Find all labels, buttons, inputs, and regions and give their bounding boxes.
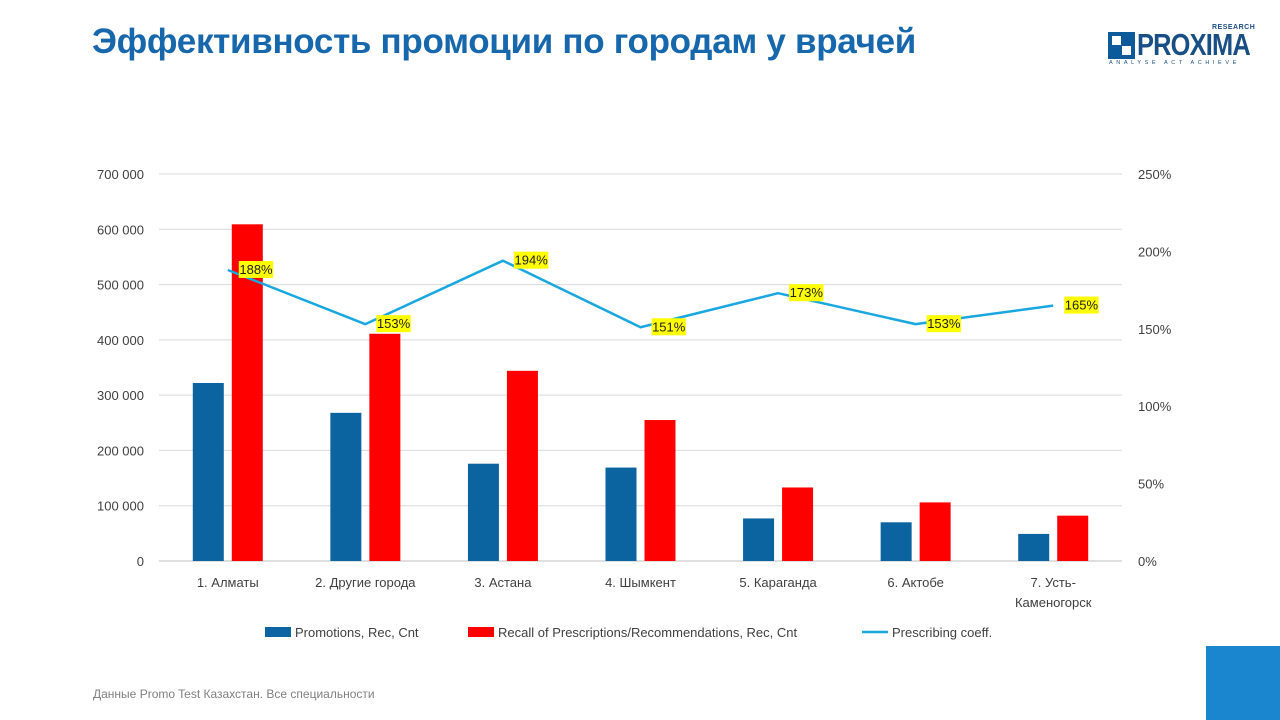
data-label-bg — [651, 318, 686, 336]
footer-note: Данные Promo Test Казахстан. Все специал… — [93, 687, 375, 701]
y-right-tick-label: 100% — [1138, 399, 1172, 414]
bar-recall — [782, 487, 814, 561]
data-label-bg — [1064, 296, 1099, 314]
proxima-logo: PROXIMA RESEARCH ANALYSE ACT ACHIEVE — [1108, 24, 1258, 70]
data-label: 151% — [652, 319, 686, 334]
y-left-tick-label: 100 000 — [97, 499, 144, 514]
y-left-tick-label: 400 000 — [97, 333, 144, 348]
bar-promotions — [192, 382, 224, 561]
data-label-bg — [789, 284, 824, 302]
x-category-label: 3. Астана — [474, 575, 532, 590]
x-category-label: 2. Другие города — [315, 575, 416, 590]
bar-recall — [369, 333, 401, 561]
y-right-tick-label: 50% — [1138, 477, 1164, 492]
legend-label: Promotions, Rec, Cnt — [295, 625, 419, 640]
y-left-tick-label: 200 000 — [97, 443, 144, 458]
y-right-tick-label: 150% — [1138, 322, 1172, 337]
y-right-tick-label: 0% — [1138, 554, 1157, 569]
data-label: 153% — [927, 316, 961, 331]
data-label: 173% — [790, 285, 824, 300]
data-label-bg — [238, 260, 274, 278]
x-category-label: Каменогорск — [1015, 595, 1092, 610]
y-left-tick-label: 600 000 — [97, 222, 144, 237]
bar-promotions — [605, 467, 637, 561]
data-label: 165% — [1065, 298, 1099, 313]
y-right-tick-label: 200% — [1138, 244, 1172, 259]
page-title: Эффективность промоции по городам у врач… — [92, 22, 916, 61]
prescribing-coeff-line — [227, 259, 1054, 329]
x-category-label: 6. Актобе — [887, 575, 944, 590]
legend-swatch — [265, 627, 291, 637]
x-category-label: 5. Караганда — [739, 575, 817, 590]
y-left-tick-label: 0 — [137, 554, 144, 569]
data-label: 188% — [239, 262, 273, 277]
x-category-label: 4. Шымкент — [605, 575, 676, 590]
legend-label: Prescribing coeff. — [892, 625, 992, 640]
data-label-bg — [376, 315, 411, 333]
legend-label: Recall of Prescriptions/Recommendations,… — [498, 625, 798, 640]
bar-recall — [506, 370, 538, 561]
data-label-bg — [926, 315, 962, 333]
bar-promotions — [1018, 533, 1050, 561]
bar-promotions — [743, 518, 775, 561]
logo-mark-icon — [1108, 32, 1135, 59]
corner-accent — [1206, 646, 1280, 720]
y-right-tick-label: 250% — [1138, 167, 1172, 182]
logo-research: RESEARCH — [1212, 24, 1256, 31]
legend-swatch — [468, 627, 494, 637]
bar-recall — [919, 502, 951, 561]
y-left-tick-label: 500 000 — [97, 278, 144, 293]
bar-promotions — [880, 522, 912, 561]
bar-promotions — [330, 412, 362, 561]
bar-recall — [644, 420, 676, 561]
bar-recall — [1057, 515, 1089, 561]
data-label-bg — [513, 251, 549, 269]
data-label: 153% — [377, 316, 411, 331]
y-left-tick-label: 300 000 — [97, 388, 144, 403]
logo-brand: PROXIMA — [1137, 27, 1251, 62]
logo-tagline: ANALYSE ACT ACHIEVE — [1109, 60, 1240, 66]
y-left-tick-label: 700 000 — [97, 167, 144, 182]
data-label: 194% — [515, 253, 549, 268]
x-category-label: 7. Усть- — [1031, 575, 1076, 590]
bar-promotions — [467, 463, 499, 561]
x-category-label: 1. Алматы — [197, 575, 259, 590]
